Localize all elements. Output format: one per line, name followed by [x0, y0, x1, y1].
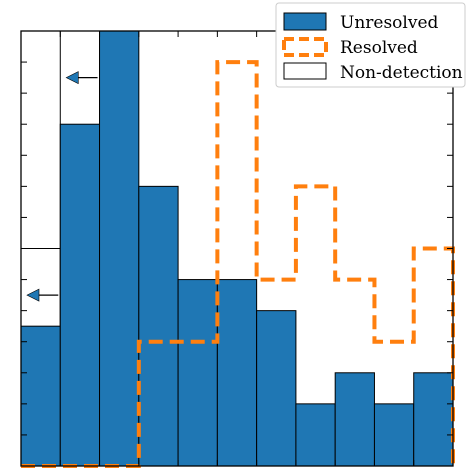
legend-swatch-non-detection	[283, 62, 327, 80]
unresolved-bar	[59, 123, 101, 467]
legend-swatch-resolved	[282, 37, 328, 57]
legend: Unresolved Resolved Non-detection	[275, 2, 466, 88]
resolved-step-line	[21, 60, 455, 468]
unresolved-bar	[295, 403, 336, 467]
unresolved-bar	[177, 279, 218, 467]
unresolved-bar	[99, 30, 140, 467]
legend-label-non-detection: Non-detection	[340, 63, 463, 83]
unresolved-bar	[216, 279, 258, 467]
resolved-layer	[21, 60, 455, 468]
unresolved-bar	[413, 372, 454, 467]
upper-limit-arrow-head	[26, 288, 40, 302]
unresolved-bar	[256, 310, 297, 467]
upper-limit-arrow-head	[65, 71, 79, 85]
bars-layer	[20, 30, 454, 467]
legend-swatch-unresolved	[283, 12, 327, 31]
unresolved-bar	[20, 325, 61, 467]
arrows-layer	[26, 71, 98, 302]
unresolved-bar	[334, 372, 375, 467]
unresolved-bar	[373, 403, 415, 467]
legend-label-resolved: Resolved	[340, 38, 418, 58]
unresolved-bar	[138, 185, 179, 467]
legend-label-unresolved: Unresolved	[340, 13, 439, 33]
